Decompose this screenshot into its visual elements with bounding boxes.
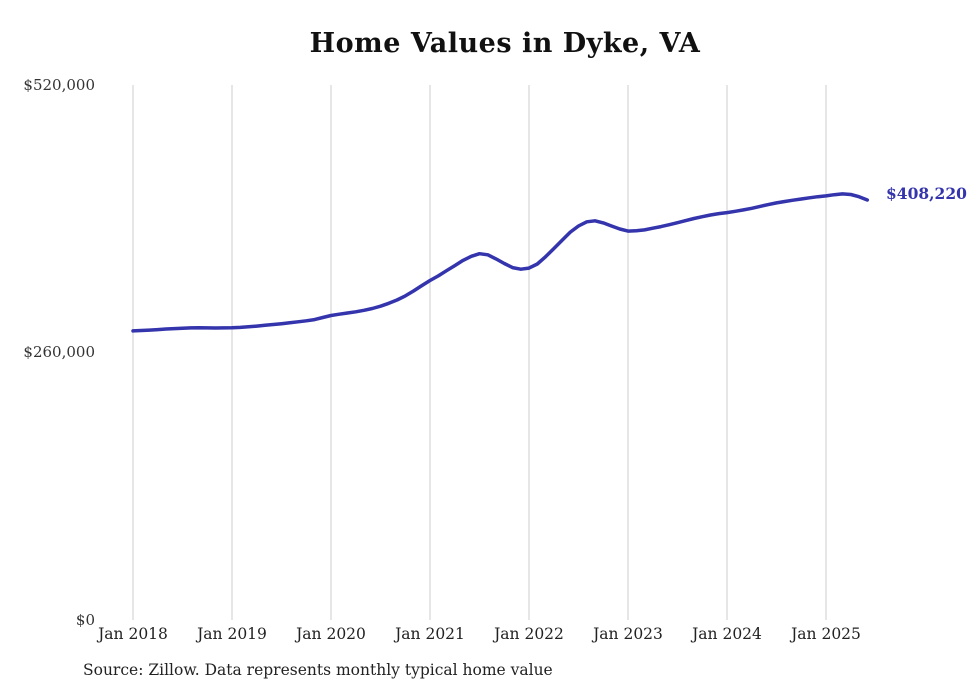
chart-title: Home Values in Dyke, VA <box>309 28 701 59</box>
x-axis-tick-2020: Jan 2020 <box>296 625 366 643</box>
y-axis-tick-520000: $520,000 <box>23 76 95 94</box>
y-axis-tick-0: $0 <box>75 611 95 629</box>
x-axis-tick-2021: Jan 2021 <box>395 625 465 643</box>
x-axis-tick-2025: Jan 2025 <box>791 625 861 643</box>
x-axis-tick-2022: Jan 2022 <box>494 625 564 643</box>
home-value-line <box>131 192 870 333</box>
x-axis-tick-2024: Jan 2024 <box>692 625 762 643</box>
source-note: Source: Zillow. Data represents monthly … <box>83 661 553 679</box>
x-axis-tick-2018: Jan 2018 <box>98 625 168 643</box>
latest-value-label: $408,220 <box>886 184 967 203</box>
x-axis-tick-2023: Jan 2023 <box>593 625 663 643</box>
gridlines <box>132 85 827 620</box>
y-axis-tick-260000: $260,000 <box>23 343 95 361</box>
x-axis-tick-2019: Jan 2019 <box>197 625 267 643</box>
